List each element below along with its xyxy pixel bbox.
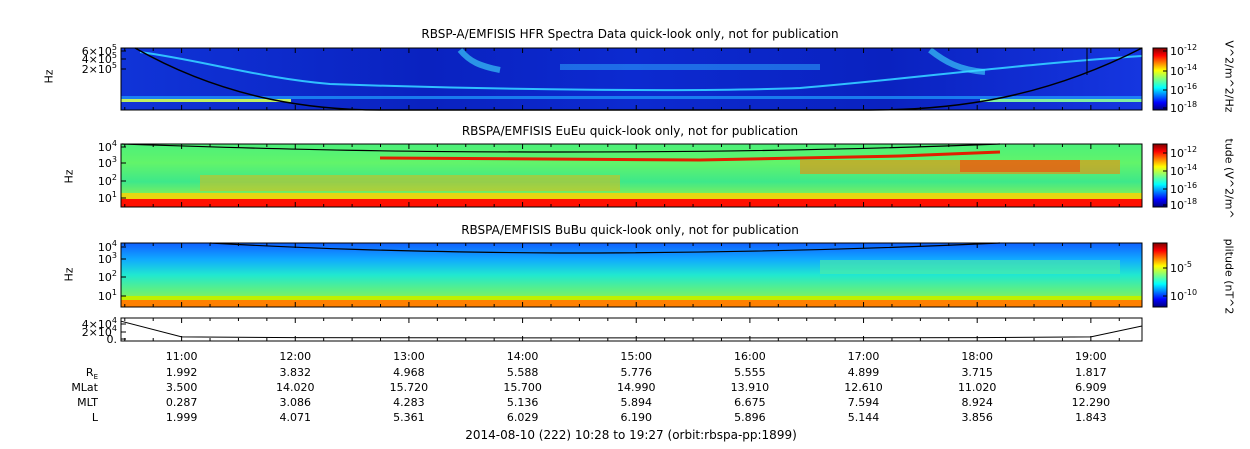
panel1-y-tick-label: 2×105 [82,61,117,76]
panel2-frame [120,143,1143,208]
panel1-band [121,96,1142,99]
panel4-plot-area [121,318,1142,341]
panel1-emission [457,48,501,73]
time-tick-label: 18:00 [961,350,994,363]
ephemeris-value: 5.894 [620,396,652,409]
panel1-band [560,64,820,70]
ephemeris-value: 3.086 [279,396,312,409]
time-tick-label: 13:00 [393,350,425,363]
panel1-band [121,99,291,102]
ephemeris-value: 3.500 [165,381,198,394]
ephemeris-value: 13.910 [730,381,770,394]
ephemeris-value: 15.720 [389,381,429,394]
ephemeris-value: 3.715 [961,366,993,379]
panel4-y-tick-label: 4×104 [82,316,117,331]
panel3-colorbar [1152,242,1168,308]
ephemeris-value: 11.020 [957,381,997,394]
ephemeris-value: 1.999 [165,411,198,424]
panel2-density-curve [121,143,1001,153]
ephemeris-value: 5.776 [620,366,652,379]
ephemeris-value: 5.136 [506,396,539,409]
panel3-density-curve [209,242,1001,254]
ephemeris-value: 12.290 [1071,396,1111,409]
ephemeris-value: 14.990 [616,381,656,394]
ephemeris-value: 5.144 [847,411,880,424]
ephemeris-value: 4.071 [279,411,312,424]
ephemeris-value: 14.020 [276,381,315,394]
ephemeris-value: 7.594 [847,396,880,409]
ephemeris-value: 4.899 [847,366,880,379]
panel2-title: RBSPA/EMFISIS EuEu quick-look only, not … [461,124,799,138]
panel4-y-tick-label: 0. [107,333,118,346]
ephemeris-value: 6.909 [1075,381,1107,394]
footer-time-range: 2014-08-10 (222) 10:28 to 19:27 (orbit:r… [465,428,797,442]
panel1-frame [120,47,1143,111]
ephemeris-row-label: L [91,411,98,424]
time-tick-label: 16:00 [734,350,766,363]
ephemeris-value: 0.287 [165,396,198,409]
ephemeris-value: 6.190 [620,411,652,424]
time-tick-label: 11:00 [165,350,198,363]
panel1-band [980,99,1142,102]
ephemeris-value: 4.283 [393,396,425,409]
ephemeris-value: 1.817 [1075,366,1107,379]
panel4-y-tick-label: 2×104 [82,324,117,339]
ephemeris-value: 3.856 [961,411,993,424]
ephemeris-value: 6.029 [506,411,539,424]
panel4-frame [120,317,1143,342]
panel1-y-tick-label: 6×105 [82,43,117,58]
panel1-emission [928,47,986,75]
time-tick-label: 15:00 [620,350,653,363]
time-tick-label: 19:00 [1074,350,1107,363]
ephemeris-value: 8.924 [961,396,993,409]
time-tick-label: 14:00 [506,350,539,363]
panel3-band [121,300,1142,307]
panel2-band [121,193,1142,199]
ephemeris-value: 12.610 [844,381,883,394]
panel1-title: RBSP-A/EMFISIS HFR Spectra Data quick-lo… [421,27,839,41]
ephemeris-value: 6.675 [734,396,766,409]
panel2-red-line [379,150,1001,162]
ephemeris-row-label: RE [85,366,98,382]
panel2-colorbar [1152,143,1168,208]
ephemeris-value: 4.968 [393,366,425,379]
ephemeris-value: 5.555 [734,366,766,379]
ephemeris-value: 5.361 [393,411,425,424]
ephemeris-value: 15.700 [503,381,542,394]
panel3-band [121,296,1142,300]
time-tick-label: 12:00 [279,350,312,363]
ephemeris-row-label: MLat [71,381,98,394]
panel1-colorbar [1152,47,1168,111]
panel3-band [820,260,1120,274]
panel3-frame [120,242,1143,308]
panel2-band [121,199,1142,207]
panel3-title: RBSPA/EMFISIS BuBu quick-look only, not … [461,223,799,237]
panel2-band [200,175,620,191]
panel2-band [960,160,1080,172]
ephemeris-value: 1.843 [1075,411,1107,424]
ephemeris-value: 3.832 [279,366,312,379]
time-tick-label: 17:00 [847,350,880,363]
ephemeris-value: 5.896 [734,411,766,424]
ephemeris-row-label: MLT [77,396,98,409]
ephemeris-value: 5.588 [506,366,539,379]
panel1-y-tick-label: 4×105 [82,51,117,66]
ephemeris-value: 1.992 [165,366,198,379]
